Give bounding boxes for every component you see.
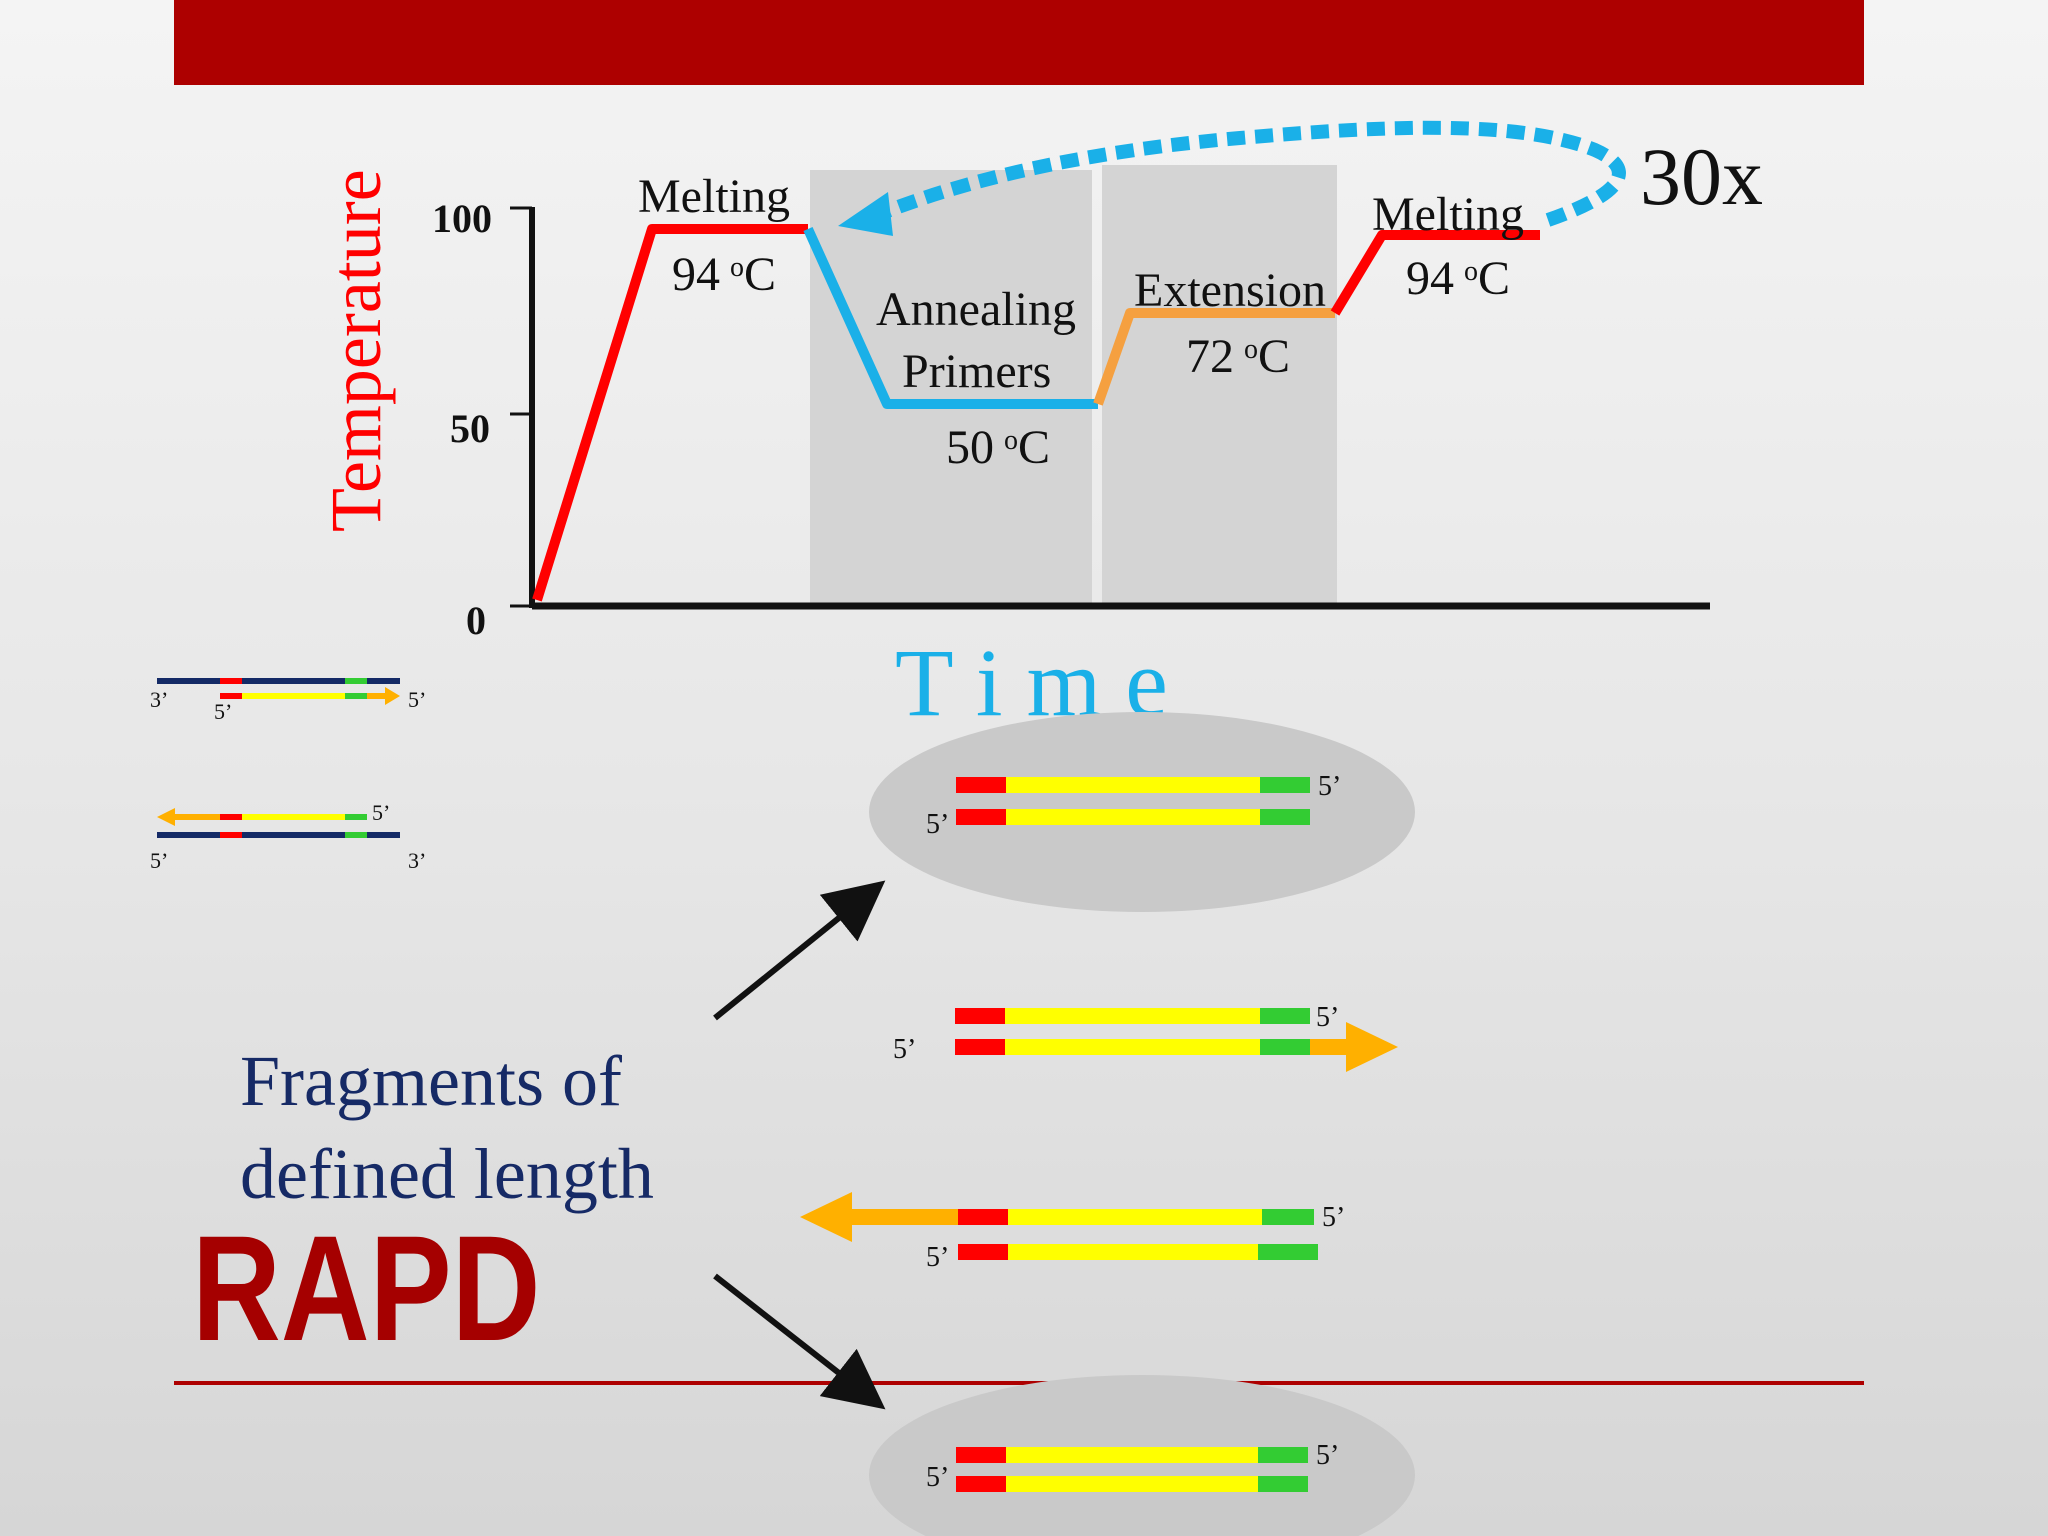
melting-temp-2-unit: C xyxy=(1478,252,1510,305)
extension-line xyxy=(1093,308,1335,406)
melting-temp-1-unit: C xyxy=(744,248,776,301)
fragment-extending-right: 5’ 5’ xyxy=(893,1002,1398,1072)
arrow-to-top-fragment xyxy=(713,880,886,1021)
fragments-caption-line2: defined length xyxy=(240,1134,654,1214)
fragment-bottom: 5’ 5’ xyxy=(926,1440,1339,1493)
extension-label: Extension xyxy=(1134,264,1326,317)
strand-top-5-label-a: 5’ xyxy=(214,699,232,724)
annealing-label: Annealing xyxy=(876,283,1076,336)
fragment-top: 5’ 5’ xyxy=(926,771,1341,840)
y-tick-label-0: 0 xyxy=(466,598,486,643)
strand-bottom-5-label-b: 5’ xyxy=(150,848,168,873)
cycle-repeat-arrowhead xyxy=(838,192,893,236)
annealing-line xyxy=(803,226,1098,409)
fragment-bottom-5-right: 5’ xyxy=(1316,1440,1339,1471)
extension-temp-degree: o xyxy=(1244,334,1258,365)
arrow-to-bottom-fragment xyxy=(713,1273,886,1410)
y-tick-label-100: 100 xyxy=(432,196,492,241)
bottom-rule xyxy=(174,1381,1864,1385)
fragment-right-5-top: 5’ xyxy=(1316,1002,1339,1033)
strand-top-5-label-b: 5’ xyxy=(408,687,426,712)
annealing-region xyxy=(810,170,1092,604)
second-melting-line xyxy=(1330,230,1540,316)
melting-label-1: Melting xyxy=(638,170,790,223)
strand-bottom-5-label-a: 5’ xyxy=(372,800,390,825)
cycle-repeat-arrow xyxy=(882,120,1626,227)
annealing-temp: 50 oC xyxy=(946,421,1050,474)
top-banner xyxy=(174,0,1864,85)
fragment-extending-left: 5’ 5’ xyxy=(800,1192,1345,1273)
melting-temp-2-degree: o xyxy=(1464,256,1478,287)
cycles-label: 30x xyxy=(1640,131,1763,222)
y-axis-label: Temperature xyxy=(316,169,396,532)
extension-temp-unit: C xyxy=(1258,330,1290,383)
melting-temp-2-value: 94 xyxy=(1406,252,1454,305)
melting-ramp-line xyxy=(532,224,808,602)
fragment-top-5-left: 5’ xyxy=(926,809,949,840)
extension-temp-value: 72 xyxy=(1186,330,1234,383)
fragment-left-5-right: 5’ xyxy=(1322,1202,1345,1233)
rapd-title: RAPD xyxy=(192,1205,541,1372)
annealing-temp-unit: C xyxy=(1018,421,1050,474)
strand-top-3-label: 3’ xyxy=(150,687,168,712)
melting-temp-1: 94 oC xyxy=(672,248,776,301)
template-strand-bottom: 5’ 5’ 3’ xyxy=(150,800,426,873)
extension-temp: 72 oC xyxy=(1186,330,1290,383)
fragment-right-5-left: 5’ xyxy=(893,1034,916,1065)
strand-bottom-3-label: 3’ xyxy=(408,848,426,873)
extension-region xyxy=(1102,165,1337,604)
y-tick-label-50: 50 xyxy=(450,406,490,451)
fragment-left-5-left: 5’ xyxy=(926,1242,949,1273)
fragment-bottom-5-left: 5’ xyxy=(926,1462,949,1493)
primers-label: Primers xyxy=(902,345,1051,398)
melting-temp-1-degree: o xyxy=(730,252,744,283)
melting-label-2: Melting xyxy=(1372,188,1524,241)
fragments-caption-line1: Fragments of xyxy=(240,1041,622,1121)
melting-temp-1-value: 94 xyxy=(672,248,720,301)
annealing-temp-degree: o xyxy=(1004,425,1018,456)
template-strand-top: 3’ 5’ 5’ xyxy=(150,678,426,724)
annealing-temp-value: 50 xyxy=(946,421,994,474)
melting-temp-2: 94 oC xyxy=(1406,252,1510,305)
fragment-top-5-right: 5’ xyxy=(1318,771,1341,802)
